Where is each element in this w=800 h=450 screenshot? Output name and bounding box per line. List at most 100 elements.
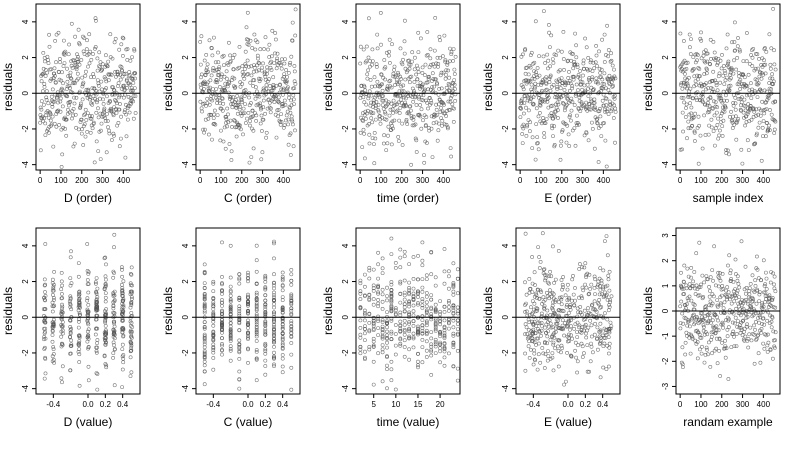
data-point xyxy=(680,362,685,367)
data-point xyxy=(389,288,394,292)
data-point xyxy=(376,326,381,331)
data-point xyxy=(263,348,268,353)
data-point xyxy=(68,328,73,333)
data-point xyxy=(709,337,714,342)
data-point xyxy=(237,386,242,391)
data-point xyxy=(446,320,451,325)
data-point xyxy=(539,121,544,126)
data-point xyxy=(253,96,258,101)
data-point xyxy=(404,118,409,122)
data-point xyxy=(50,354,55,359)
data-point xyxy=(87,61,92,66)
x-tick-label: 0 xyxy=(198,176,203,185)
data-point xyxy=(733,257,738,262)
data-point xyxy=(680,311,685,316)
data-point xyxy=(263,286,268,291)
data-point xyxy=(759,326,764,331)
data-point xyxy=(289,267,294,272)
data-point xyxy=(413,122,418,127)
data-point xyxy=(103,309,107,314)
data-point xyxy=(53,74,57,78)
data-point xyxy=(451,333,456,338)
data-point xyxy=(721,325,725,330)
data-point xyxy=(202,262,207,267)
data-point xyxy=(42,102,46,107)
data-point xyxy=(62,52,67,57)
data-point xyxy=(694,283,699,288)
data-point xyxy=(120,347,125,352)
data-point xyxy=(720,53,724,57)
data-point xyxy=(699,335,704,340)
data-point xyxy=(362,355,367,360)
data-point xyxy=(103,291,108,296)
data-point xyxy=(228,321,233,326)
data-point xyxy=(407,320,412,324)
data-point xyxy=(706,101,710,105)
data-point xyxy=(613,106,618,111)
data-point xyxy=(128,374,133,379)
x-tick-label: 15 xyxy=(414,400,423,409)
data-point xyxy=(211,281,216,286)
data-point xyxy=(408,108,413,113)
data-point xyxy=(724,75,729,80)
data-point xyxy=(523,322,528,327)
data-point xyxy=(395,108,400,113)
data-point xyxy=(367,265,372,270)
y-tick-label: 0 xyxy=(661,308,670,313)
data-point xyxy=(43,355,48,360)
data-point xyxy=(363,88,368,93)
data-point xyxy=(280,288,285,293)
data-point xyxy=(95,305,100,310)
data-point xyxy=(224,115,229,119)
data-point xyxy=(715,61,720,66)
data-point xyxy=(374,103,378,108)
data-point xyxy=(455,331,460,336)
x-tick-label: 300 xyxy=(256,176,270,185)
data-point xyxy=(254,113,259,118)
data-point xyxy=(731,71,736,76)
data-point xyxy=(224,117,229,121)
data-point xyxy=(532,77,537,81)
data-point xyxy=(745,315,750,319)
data-point xyxy=(707,109,712,114)
data-point xyxy=(571,77,576,82)
data-point xyxy=(358,325,363,330)
data-point xyxy=(762,290,766,295)
data-point xyxy=(126,95,131,99)
data-point xyxy=(695,73,700,78)
data-point xyxy=(552,335,557,340)
data-point xyxy=(451,305,456,310)
data-point xyxy=(108,99,112,104)
data-point xyxy=(586,292,591,297)
data-point xyxy=(364,102,369,107)
y-tick-label: 4 xyxy=(21,19,30,24)
data-point xyxy=(293,33,298,38)
data-point xyxy=(130,77,135,82)
y-axis-title: residuals xyxy=(161,287,175,335)
y-tick-label: -4 xyxy=(501,161,510,169)
data-point xyxy=(120,293,125,298)
data-point xyxy=(606,112,611,117)
data-point xyxy=(400,93,405,98)
data-point xyxy=(358,318,363,323)
data-point xyxy=(754,133,759,138)
data-point xyxy=(730,309,735,314)
y-tick-label: 2 xyxy=(341,279,350,284)
data-point xyxy=(393,387,398,392)
data-point xyxy=(767,123,771,128)
data-point xyxy=(112,133,116,138)
data-point xyxy=(699,56,704,61)
data-point xyxy=(707,107,711,112)
data-point xyxy=(449,94,454,98)
data-point xyxy=(202,369,207,374)
data-point xyxy=(764,276,769,281)
data-point xyxy=(455,327,460,332)
data-point xyxy=(690,124,695,128)
data-point xyxy=(714,83,719,88)
data-point xyxy=(44,89,49,94)
data-point xyxy=(391,98,396,103)
data-point xyxy=(362,327,367,332)
data-point xyxy=(527,312,532,317)
data-point xyxy=(94,371,99,376)
data-point xyxy=(259,105,264,110)
